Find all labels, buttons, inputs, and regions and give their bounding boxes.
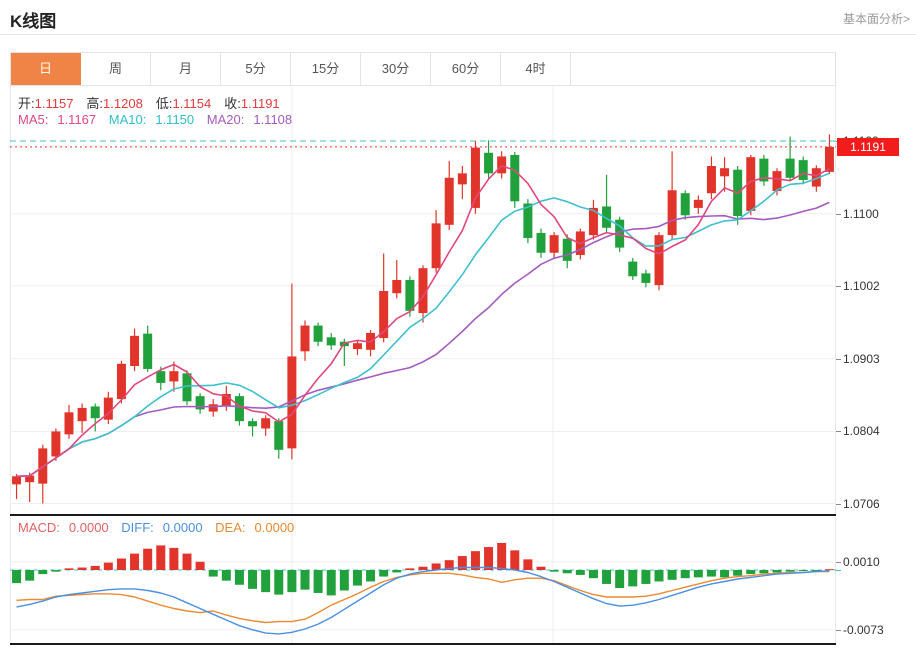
diff-value: 0.0000 <box>162 520 203 535</box>
close-label: 收: <box>224 96 241 111</box>
ma5-label: MA5: <box>18 112 49 127</box>
tab-30min[interactable]: 30分 <box>361 53 431 85</box>
price-axis-label: 1.0706 <box>843 497 880 511</box>
ma20-label: MA20: <box>206 112 245 127</box>
price-axis-label: 1.0804 <box>843 424 880 438</box>
close-value: 1.1191 <box>240 96 280 111</box>
low-label: 低: <box>155 96 173 111</box>
macd-axis-tick <box>836 630 841 631</box>
candlestick-canvas[interactable] <box>10 86 836 515</box>
price-axis-tick <box>836 504 841 505</box>
tab-4hour[interactable]: 4时 <box>501 53 571 85</box>
macd-axis: 0.0010 -0.0073 <box>836 517 916 643</box>
ma20-value: 1.1108 <box>253 112 293 127</box>
price-axis-tick <box>836 286 841 287</box>
price-axis-label: 1.1002 <box>843 279 880 293</box>
ma10-value: 1.1150 <box>155 112 195 127</box>
high-label: 高: <box>86 96 104 111</box>
price-axis-label: 1.0903 <box>843 352 880 366</box>
macd-value: 0.0000 <box>68 520 109 535</box>
dea-value: 0.0000 <box>254 520 295 535</box>
low-value: 1.1154 <box>172 96 212 111</box>
fundamental-analysis-link[interactable]: 基本面分析> <box>842 12 910 26</box>
diff-label: DIFF: <box>121 520 154 535</box>
macd-axis-label: 0.0010 <box>843 555 880 569</box>
tab-15min[interactable]: 15分 <box>291 53 361 85</box>
macd-canvas[interactable] <box>10 517 836 643</box>
high-value: 1.1208 <box>103 96 143 111</box>
tab-month[interactable]: 月 <box>151 53 221 85</box>
tab-week[interactable]: 周 <box>81 53 151 85</box>
price-axis-tick <box>836 431 841 432</box>
tab-day[interactable]: 日 <box>11 53 81 85</box>
pane-divider <box>10 514 836 516</box>
header-divider <box>0 34 916 35</box>
open-label: 开: <box>18 96 35 111</box>
last-price-badge: 1.1191 <box>837 138 899 156</box>
open-value: 1.1157 <box>34 96 74 111</box>
macd-axis-label: -0.0073 <box>843 623 884 637</box>
price-axis-tick <box>836 359 841 360</box>
page-title: K线图 <box>10 12 57 31</box>
timeframe-tabbar: 日 周 月 5分 15分 30分 60分 4时 <box>10 52 836 86</box>
macd-label: MACD: <box>18 520 60 535</box>
ma-readout: MA5: 1.1167 MA10: 1.1150 MA20: 1.1108 <box>18 112 301 127</box>
ohlc-readout: 开:1.1157 高:1.1208 低:1.1154 收:1.1191 <box>18 93 293 112</box>
macd-axis-tick <box>836 562 841 563</box>
macd-pane: MACD: 0.0000 DIFF: 0.0000 DEA: 0.0000 <box>10 517 836 643</box>
price-axis-tick <box>836 214 841 215</box>
ma10-label: MA10: <box>108 112 147 127</box>
macd-readout: MACD: 0.0000 DIFF: 0.0000 DEA: 0.0000 <box>18 520 303 535</box>
tabbar-filler <box>571 53 835 85</box>
price-axis-label: 1.1100 <box>843 207 879 221</box>
tab-60min[interactable]: 60分 <box>431 53 501 85</box>
bottom-border <box>10 643 836 645</box>
dea-label: DEA: <box>215 520 246 535</box>
tab-5min[interactable]: 5分 <box>221 53 291 85</box>
macd-zero-tick <box>836 570 841 571</box>
ma5-value: 1.1167 <box>57 112 97 127</box>
main-chart-pane: 开:1.1157 高:1.1208 低:1.1154 收:1.1191 MA5: 1.1… <box>10 86 836 515</box>
